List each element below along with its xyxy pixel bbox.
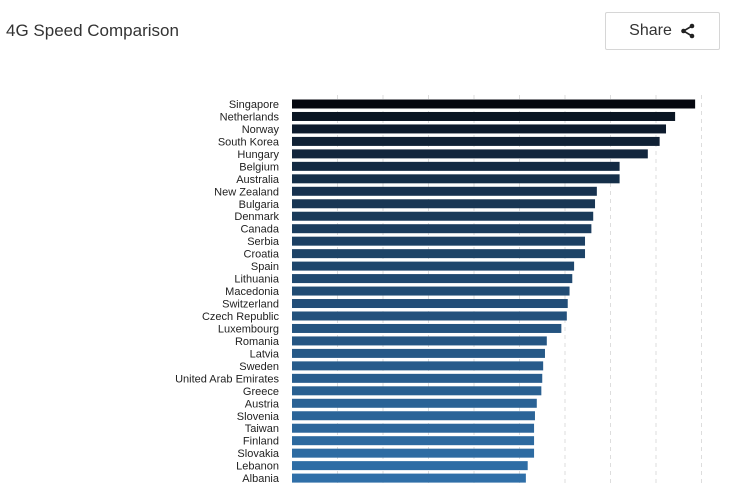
bar bbox=[292, 249, 586, 259]
bar bbox=[292, 323, 562, 333]
bar bbox=[292, 161, 620, 171]
category-label: Slovakia bbox=[237, 448, 279, 460]
category-label: Switzerland bbox=[222, 299, 279, 311]
category-label: Slovenia bbox=[237, 411, 280, 423]
page-title: 4G Speed Comparison bbox=[6, 21, 179, 40]
bar bbox=[292, 111, 676, 121]
category-label: Belgium bbox=[239, 161, 279, 173]
category-label: Australia bbox=[236, 174, 280, 186]
category-label: New Zealand bbox=[214, 186, 279, 198]
share-button[interactable]: Share bbox=[605, 12, 720, 50]
bar bbox=[292, 461, 528, 471]
bar bbox=[292, 186, 597, 196]
category-label: Croatia bbox=[244, 249, 280, 261]
bar bbox=[292, 473, 526, 483]
category-label: Taiwan bbox=[245, 423, 279, 435]
category-label: Lebanon bbox=[236, 461, 279, 473]
bar bbox=[292, 199, 596, 209]
category-label: Austria bbox=[245, 398, 280, 410]
bar bbox=[292, 448, 535, 458]
bar bbox=[292, 386, 542, 396]
bar bbox=[292, 211, 594, 221]
bar bbox=[292, 411, 535, 421]
bar bbox=[292, 361, 544, 371]
category-label: Macedonia bbox=[225, 286, 280, 298]
category-label: Hungary bbox=[237, 149, 279, 161]
bar bbox=[292, 299, 568, 309]
category-label: Finland bbox=[243, 436, 279, 448]
bar bbox=[292, 436, 535, 446]
bar bbox=[292, 124, 667, 134]
category-label: United Arab Emirates bbox=[175, 373, 279, 385]
bar bbox=[292, 224, 592, 234]
category-label: Sweden bbox=[239, 361, 279, 373]
category-label: Albania bbox=[242, 473, 280, 485]
share-icon bbox=[681, 23, 695, 39]
bar bbox=[292, 149, 648, 159]
category-label: Norway bbox=[242, 124, 280, 136]
bar bbox=[292, 336, 547, 346]
category-label: Greece bbox=[243, 386, 279, 398]
category-label: Czech Republic bbox=[202, 311, 280, 323]
category-label: Latvia bbox=[250, 348, 280, 360]
bar bbox=[292, 423, 535, 433]
category-label: Bulgaria bbox=[239, 199, 280, 211]
category-label: Serbia bbox=[247, 236, 280, 248]
category-label: Canada bbox=[240, 224, 279, 236]
category-label: Luxembourg bbox=[218, 323, 279, 335]
category-label: Lithuania bbox=[234, 274, 280, 286]
share-label: Share bbox=[629, 22, 672, 39]
bar bbox=[292, 286, 570, 296]
bar bbox=[292, 261, 575, 271]
bar bbox=[292, 398, 537, 408]
bar bbox=[292, 174, 620, 184]
category-label: Netherlands bbox=[220, 111, 280, 123]
category-label: Denmark bbox=[234, 211, 279, 223]
category-label: Spain bbox=[251, 261, 279, 273]
category-label: South Korea bbox=[218, 136, 280, 148]
bar bbox=[292, 236, 586, 246]
bar bbox=[292, 348, 545, 358]
bar bbox=[292, 274, 573, 284]
bar bbox=[292, 136, 660, 146]
category-label: Romania bbox=[235, 336, 280, 348]
category-label: Singapore bbox=[229, 99, 279, 111]
bar bbox=[292, 311, 567, 321]
bar bbox=[292, 373, 543, 383]
bar bbox=[292, 99, 696, 109]
